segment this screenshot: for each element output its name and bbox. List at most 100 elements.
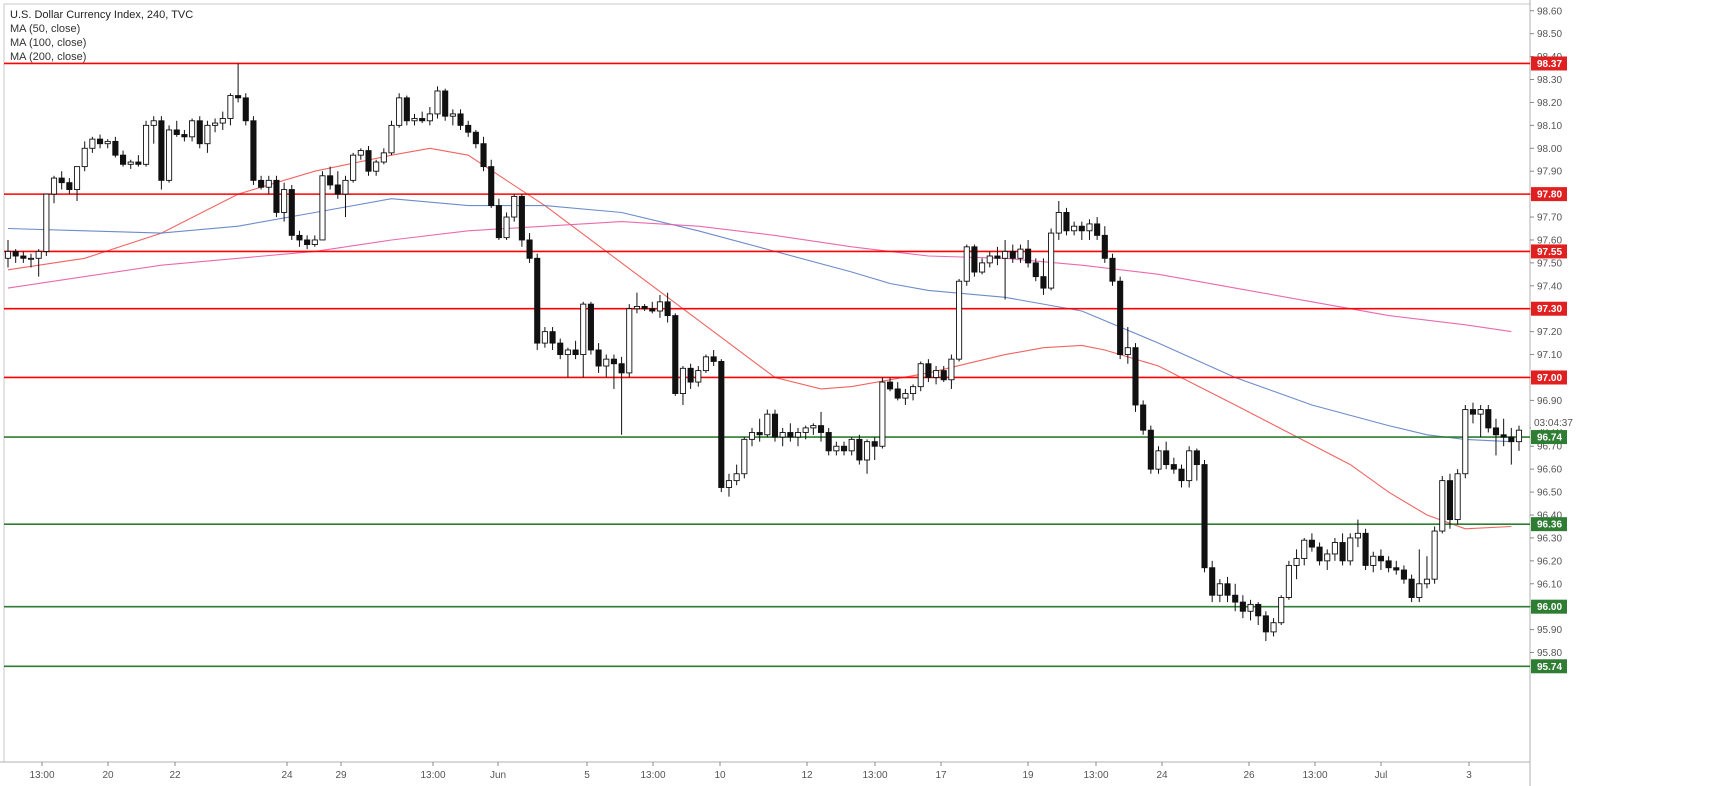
candle-body (1025, 248, 1032, 264)
candle-body (20, 255, 27, 259)
candle-body (1285, 564, 1292, 598)
candle-body (1339, 542, 1346, 562)
candle-body (764, 413, 771, 436)
candle-body (480, 143, 487, 168)
candle-body (281, 189, 288, 213)
countdown-label: 03:04:37 (1534, 418, 1573, 429)
candle-body (756, 432, 763, 436)
candle-body (50, 177, 58, 195)
candle-body (802, 427, 809, 433)
candle-body (495, 205, 502, 239)
candle-body (649, 308, 656, 312)
candle-body (96, 138, 104, 145)
candle-body (150, 120, 157, 126)
candle-body (718, 360, 725, 488)
candle-body (1017, 248, 1024, 259)
candle-body (1293, 558, 1300, 566)
candle-body (1431, 530, 1438, 580)
resistance-level-badge-label: 97.80 (1537, 190, 1562, 201)
candle-body (219, 118, 226, 124)
y-tick-label: 97.90 (1537, 167, 1562, 178)
candle-body (971, 246, 978, 273)
candle-body (557, 342, 564, 356)
candle-body (1032, 262, 1039, 278)
y-tick-label: 98.30 (1537, 75, 1562, 86)
x-tick-label: 17 (935, 770, 947, 781)
candle-body (1331, 542, 1338, 555)
candle-body (304, 239, 311, 245)
candle-body (35, 250, 42, 259)
candle-body (1209, 567, 1216, 596)
candle-body (465, 124, 472, 133)
candle-body (833, 445, 840, 452)
candle-body (1232, 594, 1239, 603)
candle-body (1469, 409, 1477, 415)
candle-body (825, 432, 832, 452)
candle-body (817, 425, 825, 433)
candle-body (1301, 539, 1308, 559)
y-tick-label: 98.20 (1537, 98, 1562, 109)
support-level-badge-label: 95.74 (1537, 662, 1562, 673)
candle-body (994, 255, 1001, 259)
candle-body (1485, 409, 1492, 429)
x-tick-label: 3 (1466, 770, 1472, 781)
candle-body (887, 381, 894, 390)
support-level-badge (1531, 430, 1567, 445)
resistance-level-badge (1531, 56, 1567, 71)
candle-body (1055, 212, 1062, 234)
candle-body (979, 262, 986, 273)
candle-body (434, 90, 441, 115)
candle-body (572, 349, 579, 356)
candle-body (135, 161, 142, 165)
candle-body (595, 349, 602, 367)
candle-body (27, 257, 35, 260)
support-level-badge (1531, 599, 1567, 614)
y-tick-label: 97.20 (1537, 327, 1562, 338)
candle-body (4, 250, 12, 259)
candle-body (948, 358, 955, 381)
x-tick-label: 29 (335, 770, 347, 781)
candle-body (1362, 532, 1369, 566)
y-tick-label: 96.50 (1537, 488, 1562, 499)
candle-body (1492, 427, 1500, 436)
candle-body (871, 441, 878, 447)
y-tick-label: 97.10 (1537, 350, 1562, 361)
candle-body (856, 438, 863, 461)
candle-body (1370, 555, 1377, 566)
candle-body (1446, 480, 1454, 521)
candle-body (940, 370, 947, 381)
candle-body (1515, 429, 1523, 443)
candle-body (426, 113, 433, 122)
x-tick-label: 13:00 (640, 770, 665, 781)
x-tick-label: Jun (490, 770, 506, 781)
legend-ma200: MA (200, close) (10, 51, 87, 63)
candle-body (925, 363, 932, 378)
y-tick-label: 97.60 (1537, 235, 1562, 246)
candle-body (664, 301, 671, 317)
legend-title: U.S. Dollar Currency Index, 240, TVC (10, 9, 194, 21)
candle-body (1270, 622, 1277, 633)
resistance-level-badge (1531, 370, 1567, 385)
candle-body (702, 356, 710, 372)
candle-body (1278, 597, 1285, 624)
support-level-badge-label: 96.74 (1537, 433, 1562, 444)
candle-body (1048, 232, 1055, 289)
candle-body (1163, 450, 1170, 466)
candle-body (1393, 567, 1400, 571)
resistance-level-badge-label: 97.00 (1537, 373, 1562, 384)
candle-body (840, 445, 848, 452)
x-tick-label: 20 (102, 770, 114, 781)
support-level-badge (1531, 659, 1567, 674)
candle-body (503, 216, 510, 239)
y-tick-label: 96.60 (1537, 465, 1562, 476)
candle-body (273, 179, 280, 213)
candle-body (933, 370, 940, 378)
candle-body (250, 120, 257, 181)
candle-body (1224, 583, 1231, 596)
candle-body (1124, 347, 1131, 356)
x-tick-label: 24 (1156, 770, 1168, 781)
candle-body (879, 381, 886, 447)
x-tick-label: 5 (584, 770, 590, 781)
candle-body (204, 124, 211, 145)
